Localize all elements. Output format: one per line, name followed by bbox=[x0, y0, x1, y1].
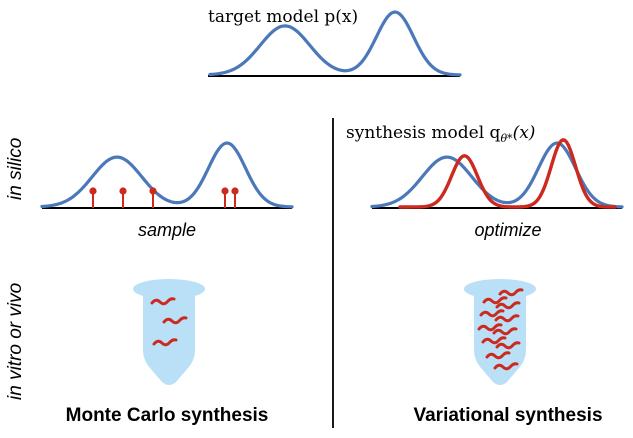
target-density-curve bbox=[208, 10, 462, 77]
sample-point bbox=[231, 187, 239, 195]
molecule-strand bbox=[498, 288, 524, 297]
optimize-label: optimize bbox=[474, 220, 541, 240]
right-silico-panel: synthesis model qθ*(x) optimize bbox=[346, 123, 624, 240]
molecule-strand bbox=[477, 323, 503, 332]
tube-cap bbox=[464, 279, 536, 299]
molecule-strand bbox=[482, 296, 508, 305]
molecule-strand bbox=[494, 314, 520, 323]
monte-carlo-title: Monte Carlo synthesis bbox=[66, 405, 269, 426]
molecule-strand bbox=[492, 327, 518, 336]
sample-point bbox=[221, 187, 229, 195]
molecule-strand bbox=[150, 297, 176, 306]
row-label-in-vitro: in vitro or vivo bbox=[5, 283, 26, 400]
sample-point bbox=[89, 187, 97, 195]
molecule-strand bbox=[495, 341, 521, 350]
variational-title: Variational synthesis bbox=[413, 405, 602, 426]
synthesis-model-label: synthesis model qθ*(x) bbox=[346, 123, 535, 145]
target-model-label: target model p(x) bbox=[208, 7, 358, 27]
molecule-strand bbox=[152, 338, 178, 347]
molecule-strand bbox=[495, 301, 521, 310]
molecule-strand bbox=[479, 309, 505, 318]
variational-molecules bbox=[477, 288, 524, 371]
target-model-panel: target model p(x) bbox=[208, 7, 462, 77]
monte-carlo-molecules bbox=[150, 297, 188, 347]
variational-tube bbox=[464, 279, 536, 385]
molecule-strand bbox=[485, 351, 511, 360]
monte-carlo-tube bbox=[133, 279, 205, 385]
left-density-curve bbox=[40, 141, 294, 209]
right-target-curve bbox=[370, 141, 624, 209]
tube-cap bbox=[133, 279, 205, 299]
tube-body bbox=[143, 296, 195, 385]
molecule-strand bbox=[162, 316, 188, 325]
synthesis-model-curve bbox=[398, 138, 617, 209]
sample-point bbox=[149, 187, 157, 195]
left-silico-panel: sample bbox=[40, 141, 294, 240]
molecule-strand bbox=[493, 362, 519, 371]
sample-point bbox=[119, 187, 127, 195]
sample-markers bbox=[89, 187, 239, 208]
row-label-in-silico: in silico bbox=[5, 138, 26, 200]
molecule-strand bbox=[481, 336, 507, 345]
sample-label: sample bbox=[138, 220, 196, 240]
